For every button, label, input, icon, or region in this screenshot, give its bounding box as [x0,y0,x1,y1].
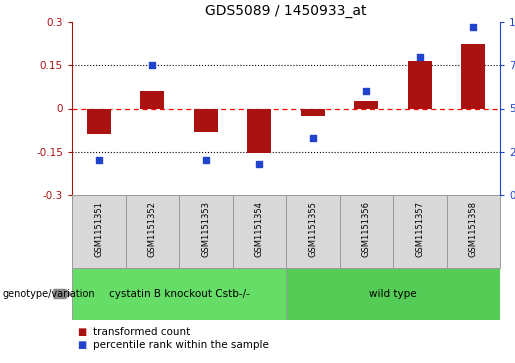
Text: ■: ■ [77,327,87,337]
Bar [140,91,164,109]
Point [148,62,157,68]
Text: GSM1151351: GSM1151351 [94,201,103,257]
Point [362,88,370,94]
Text: GSM1151357: GSM1151357 [415,201,424,257]
Text: transformed count: transformed count [93,327,190,337]
Title: GDS5089 / 1450933_at: GDS5089 / 1450933_at [205,4,367,18]
Point [308,135,317,141]
Text: GSM1151356: GSM1151356 [362,201,371,257]
Text: GSM1151355: GSM1151355 [308,201,317,257]
Text: cystatin B knockout Cstb-/-: cystatin B knockout Cstb-/- [109,289,249,299]
Bar [408,61,432,109]
Text: GSM1151353: GSM1151353 [201,201,210,257]
Point [95,158,103,163]
Point [469,24,477,30]
Bar [301,109,325,116]
Text: GSM1151354: GSM1151354 [255,201,264,257]
Text: ■: ■ [77,340,87,350]
Text: GSM1151352: GSM1151352 [148,201,157,257]
Point [416,54,424,60]
Bar [247,109,271,153]
Point [202,158,210,163]
Bar [354,101,379,109]
Text: genotype/variation: genotype/variation [3,289,95,299]
Point [255,161,263,167]
Bar [461,44,485,109]
Bar [194,109,218,131]
Bar [87,109,111,134]
Bar [286,268,500,320]
Text: percentile rank within the sample: percentile rank within the sample [93,340,268,350]
Text: wild type: wild type [369,289,417,299]
Bar [72,268,286,320]
Text: GSM1151358: GSM1151358 [469,201,478,257]
